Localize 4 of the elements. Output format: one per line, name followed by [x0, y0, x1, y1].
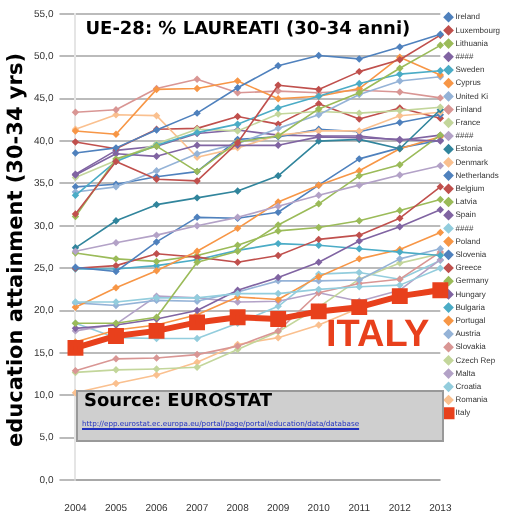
annotation: Source: EUROSTAT — [84, 392, 273, 412]
annotation: ITALY — [326, 314, 430, 358]
chart-title: UE-28: % LAUREATI (30-34 anni) — [85, 19, 411, 40]
y-axis-title: education attainment (30-34 yrs) — [2, 51, 30, 451]
